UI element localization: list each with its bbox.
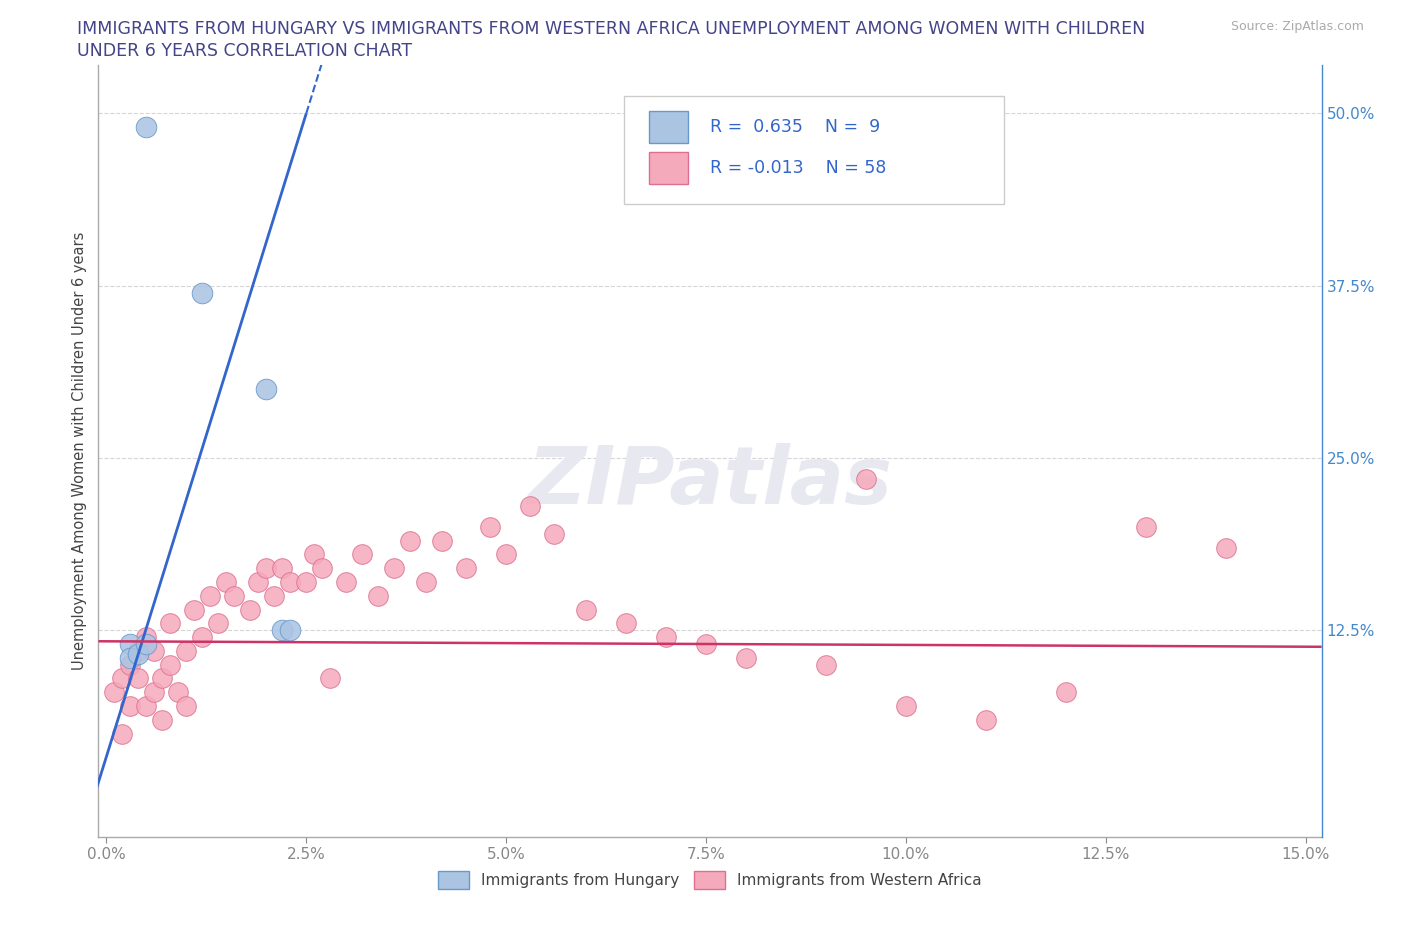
Point bbox=[278, 575, 301, 590]
Point bbox=[143, 684, 166, 699]
Point bbox=[167, 684, 190, 699]
Legend: Immigrants from Hungary, Immigrants from Western Africa: Immigrants from Hungary, Immigrants from… bbox=[432, 865, 988, 895]
Point bbox=[855, 472, 877, 486]
Point bbox=[127, 646, 149, 661]
Text: Source: ZipAtlas.com: Source: ZipAtlas.com bbox=[1230, 20, 1364, 33]
Point bbox=[135, 698, 157, 713]
Point bbox=[695, 637, 717, 652]
Point bbox=[543, 526, 565, 541]
Point bbox=[263, 589, 285, 604]
Text: IMMIGRANTS FROM HUNGARY VS IMMIGRANTS FROM WESTERN AFRICA UNEMPLOYMENT AMONG WOM: IMMIGRANTS FROM HUNGARY VS IMMIGRANTS FR… bbox=[77, 20, 1146, 38]
Point bbox=[120, 637, 142, 652]
Point bbox=[311, 561, 333, 576]
Point bbox=[191, 630, 214, 644]
Point bbox=[254, 381, 277, 396]
Point bbox=[304, 547, 326, 562]
Point bbox=[127, 644, 149, 658]
Point bbox=[894, 698, 917, 713]
Point bbox=[575, 602, 598, 617]
Bar bbox=[648, 111, 688, 143]
Point bbox=[271, 561, 294, 576]
Point bbox=[432, 533, 454, 548]
Point bbox=[143, 644, 166, 658]
Point bbox=[239, 602, 262, 617]
Point bbox=[159, 616, 181, 631]
Point bbox=[735, 650, 758, 665]
Point bbox=[1215, 540, 1237, 555]
Point bbox=[382, 561, 405, 576]
Point bbox=[191, 286, 214, 300]
Point bbox=[495, 547, 517, 562]
Point bbox=[367, 589, 389, 604]
Point bbox=[159, 658, 181, 672]
Bar bbox=[648, 152, 688, 184]
Point bbox=[135, 120, 157, 135]
Text: UNDER 6 YEARS CORRELATION CHART: UNDER 6 YEARS CORRELATION CHART bbox=[77, 42, 412, 60]
Point bbox=[120, 698, 142, 713]
Point bbox=[200, 589, 222, 604]
Point bbox=[614, 616, 637, 631]
Point bbox=[655, 630, 678, 644]
Point bbox=[519, 498, 541, 513]
Point bbox=[295, 575, 318, 590]
Point bbox=[254, 561, 277, 576]
Point bbox=[120, 650, 142, 665]
Point bbox=[135, 630, 157, 644]
Text: R = -0.013    N = 58: R = -0.013 N = 58 bbox=[710, 159, 886, 177]
Point bbox=[111, 726, 134, 741]
FancyBboxPatch shape bbox=[624, 96, 1004, 204]
Point bbox=[176, 644, 198, 658]
Point bbox=[120, 658, 142, 672]
Point bbox=[1135, 520, 1157, 535]
Point bbox=[111, 671, 134, 686]
Point bbox=[150, 671, 173, 686]
Point bbox=[150, 712, 173, 727]
Point bbox=[456, 561, 478, 576]
Point bbox=[271, 623, 294, 638]
Point bbox=[247, 575, 270, 590]
Point bbox=[1054, 684, 1077, 699]
Point bbox=[974, 712, 997, 727]
Point bbox=[183, 602, 205, 617]
Point bbox=[207, 616, 229, 631]
Point bbox=[335, 575, 357, 590]
Point bbox=[135, 637, 157, 652]
Point bbox=[215, 575, 238, 590]
Point bbox=[479, 520, 502, 535]
Point bbox=[415, 575, 437, 590]
Point bbox=[352, 547, 374, 562]
Point bbox=[278, 623, 301, 638]
Point bbox=[224, 589, 246, 604]
Y-axis label: Unemployment Among Women with Children Under 6 years: Unemployment Among Women with Children U… bbox=[72, 232, 87, 671]
Point bbox=[176, 698, 198, 713]
Text: R =  0.635    N =  9: R = 0.635 N = 9 bbox=[710, 118, 880, 136]
Point bbox=[103, 684, 125, 699]
Point bbox=[319, 671, 342, 686]
Point bbox=[399, 533, 422, 548]
Point bbox=[127, 671, 149, 686]
Point bbox=[814, 658, 837, 672]
Text: ZIPatlas: ZIPatlas bbox=[527, 443, 893, 521]
